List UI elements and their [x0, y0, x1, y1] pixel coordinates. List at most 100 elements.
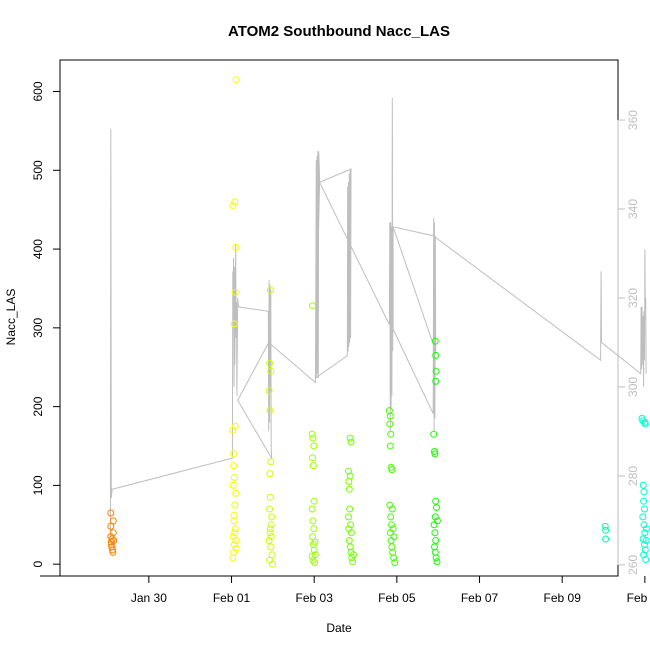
- data-point: [387, 513, 395, 521]
- data-point: [433, 504, 440, 511]
- data-point: [388, 521, 395, 529]
- data-point: [602, 526, 610, 534]
- data-point: [347, 438, 355, 446]
- x-tick-label: Feb 11: [627, 591, 650, 605]
- data-point: [431, 529, 439, 537]
- x-axis-label: Date: [326, 621, 352, 635]
- data-point: [310, 497, 318, 505]
- data-point: [640, 488, 648, 496]
- data-point: [345, 485, 353, 493]
- data-point: [430, 430, 438, 438]
- data-point: [388, 466, 396, 474]
- points-layer: [107, 76, 650, 568]
- x-tick-label: Feb 09: [544, 591, 582, 605]
- data-point: [229, 481, 237, 489]
- data-point: [231, 501, 239, 509]
- data-point: [308, 505, 316, 513]
- data-point: [642, 556, 650, 563]
- y-tick-label: 200: [31, 396, 45, 416]
- data-point: [266, 286, 274, 294]
- data-point: [311, 559, 319, 567]
- data-point: [346, 505, 354, 513]
- data-point: [641, 529, 649, 537]
- data-point: [107, 509, 115, 517]
- data-point: [310, 525, 318, 533]
- data-point: [266, 505, 274, 513]
- x-tick-label: Feb 05: [378, 591, 416, 605]
- data-point: [432, 377, 440, 385]
- data-point: [640, 497, 648, 505]
- data-point: [639, 513, 647, 521]
- data-point: [346, 434, 354, 442]
- data-point: [231, 198, 239, 206]
- y-tick-label: 300: [31, 318, 45, 338]
- data-point: [309, 434, 317, 442]
- data-point: [345, 525, 353, 533]
- data-point: [345, 467, 352, 475]
- data-point: [431, 337, 439, 345]
- data-point: [309, 533, 316, 541]
- data-point: [266, 359, 274, 367]
- x-tick-label: Feb 03: [296, 591, 334, 605]
- data-point: [309, 454, 316, 462]
- data-point: [308, 552, 316, 560]
- data-point: [230, 541, 238, 548]
- data-point: [266, 407, 274, 415]
- data-point: [309, 517, 317, 525]
- data-point: [432, 497, 440, 505]
- data-point: [601, 522, 609, 530]
- data-point: [109, 548, 117, 556]
- y-tick-label: 500: [31, 160, 45, 180]
- data-point: [109, 517, 117, 525]
- data-point: [231, 525, 239, 533]
- data-point: [232, 244, 240, 251]
- data-point: [349, 558, 357, 566]
- data-point: [310, 546, 318, 554]
- data-point: [347, 521, 355, 529]
- data-point: [107, 522, 115, 530]
- data-point: [386, 420, 394, 428]
- data-point: [386, 412, 394, 420]
- data-point: [266, 493, 274, 501]
- data-point: [388, 505, 396, 513]
- data-point: [110, 537, 118, 544]
- data-point: [267, 543, 275, 551]
- data-point: [432, 351, 440, 359]
- data-point: [390, 533, 398, 541]
- y2-tick-label: 260: [626, 555, 640, 575]
- data-point: [265, 387, 273, 395]
- data-point: [386, 442, 394, 450]
- y2-tick-label: 320: [626, 288, 640, 308]
- data-point: [109, 529, 117, 537]
- data-point: [641, 420, 649, 428]
- data-point: [432, 367, 440, 375]
- data-point: [345, 513, 352, 521]
- y-axis: 0 100 200 300 400 500 600: [31, 81, 61, 568]
- y-tick-label: 400: [31, 239, 45, 259]
- data-point: [265, 537, 273, 544]
- data-point: [431, 448, 438, 455]
- data-point: [641, 505, 648, 513]
- y2-tick-label: 340: [626, 199, 640, 219]
- data-point: [387, 430, 395, 438]
- data-point: [267, 533, 275, 541]
- data-point: [230, 474, 238, 481]
- data-point: [309, 462, 317, 470]
- data-point: [109, 546, 116, 554]
- data-point: [431, 513, 439, 521]
- data-point: [232, 489, 240, 497]
- y2-tick-label: 360: [626, 110, 640, 130]
- secondary-y-axis: 260 280 300 320 340 360: [617, 110, 640, 575]
- data-point: [232, 537, 240, 544]
- y-tick-label: 600: [31, 81, 45, 101]
- x-tick-label: Jan 30: [131, 591, 167, 605]
- data-point: [269, 560, 276, 568]
- y-tick-label: 0: [31, 561, 45, 568]
- chart-title: ATOM2 Southbound Nacc_LAS: [228, 23, 450, 40]
- data-point: [389, 525, 397, 533]
- data-point: [108, 535, 116, 543]
- data-point: [267, 367, 275, 375]
- data-point: [385, 407, 393, 415]
- data-point: [432, 554, 440, 562]
- x-tick-label: Feb 07: [461, 591, 499, 605]
